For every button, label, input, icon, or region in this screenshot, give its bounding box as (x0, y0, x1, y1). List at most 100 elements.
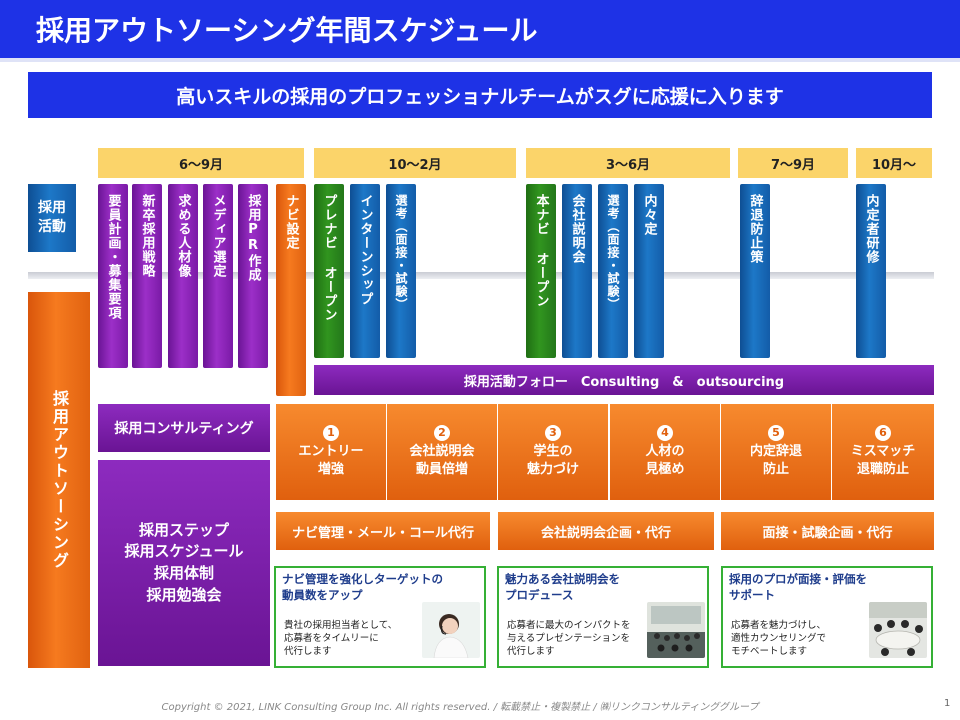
activity-label: 本ナビ オープン (533, 194, 549, 308)
activity-label: 要員計画・募集要項 (105, 194, 121, 320)
service-card: 魅力ある会社説明会を プロデュース 応募者に最大のインパクトを 与えるプレゼンテ… (497, 566, 709, 668)
page-number: 1 (944, 698, 951, 709)
activity-column: 求める人材像 (168, 184, 198, 368)
title-underline (0, 58, 960, 62)
row-label-outsourcing-text: 採用アウトソーシング (50, 390, 69, 570)
interview-photo (869, 602, 927, 658)
phase-box: 4 人材の 見極め (610, 404, 720, 500)
follow-bar: 採用活動フォロー Consulting & outsourcing (314, 365, 934, 395)
activity-column: 会社説明会 (562, 184, 592, 358)
card-title-line: サポート (729, 587, 775, 602)
activity-label: 辞退防止策 (747, 194, 763, 264)
phase-box: 3 学生の 魅力づけ (498, 404, 608, 500)
slide-title: 採用アウトソーシング年間スケジュール (36, 14, 538, 47)
title-bar (0, 0, 960, 58)
row-label-outsourcing: 採用アウトソーシング (28, 292, 90, 668)
service-bar: 面接・試験企画・代行 (721, 512, 934, 550)
card-body: 貴社の採用担当者として、 応募者をタイムリーに 代行します (284, 620, 397, 658)
period-mar-jun: 3～6月 (526, 148, 730, 178)
card-body-line: 与えるプレゼンテーションを (507, 632, 631, 644)
phase-label: 学生の (533, 444, 573, 460)
card-body-line: 応募者を魅力づけし、 (731, 620, 827, 631)
phase-number: 4 (657, 425, 673, 442)
activity-column: 要員計画・募集要項 (98, 184, 128, 368)
phase-label: 退職防止 (856, 462, 909, 477)
phase-label: ミスマッチ (850, 444, 916, 460)
phase-box: 2 会社説明会 動員倍増 (387, 404, 497, 500)
activity-column: 選考（面接・試験） (386, 184, 416, 358)
card-body: 応募者に最大のインパクトを 与えるプレゼンテーションを 代行します (507, 620, 631, 658)
card-title: 魅力ある会社説明会を プロデュース (505, 572, 620, 603)
service-card: ナビ管理を強化しターゲットの 動員数をアップ 貴社の採用担当者として、 応募者を… (274, 566, 486, 668)
card-title-line: プロデュース (505, 587, 574, 602)
card-title-line: 動員数をアップ (282, 587, 363, 602)
phase-number: 1 (323, 425, 339, 442)
phase-number: 2 (434, 425, 450, 442)
period-oct-feb: 10～2月 (314, 148, 516, 178)
phase-label: 防止 (762, 462, 789, 477)
row-label-activity-line: 活動 (38, 219, 66, 235)
activity-column: 採用PR作成 (238, 184, 268, 368)
card-body-line: 貴社の採用担当者として、 (284, 620, 398, 631)
phase-label: 魅力づけ (526, 462, 579, 477)
steps-item: 採用体制 (153, 564, 214, 582)
activity-label: プレナビ オープン (321, 194, 337, 322)
phase-box: 6 ミスマッチ 退職防止 (832, 404, 934, 500)
activity-column: 本ナビ オープン (526, 184, 556, 358)
activity-label: 内々定 (641, 194, 657, 236)
phase-number: 5 (768, 425, 784, 442)
subtitle-text: 高いスキルの採用のプロフェッショナルチームがスグに応援に入ります (176, 85, 784, 108)
phase-label: 人材の (645, 444, 685, 460)
row-label-activity: 採用 活動 (28, 184, 76, 252)
activity-label: 選考（面接・試験） (394, 194, 408, 311)
activity-label: 新卒採用戦略 (139, 194, 155, 278)
row-label-activity-line: 採用 (38, 200, 66, 217)
activity-column: 辞退防止策 (740, 184, 770, 358)
activity-label: ナビ設定 (283, 194, 299, 250)
activity-label: 選考（面接・試験） (606, 194, 620, 311)
phase-label: 会社説明会 (409, 444, 475, 460)
steps-box: 採用ステップ 採用スケジュール 採用体制 採用勉強会 (98, 460, 270, 666)
phase-number: 3 (545, 425, 561, 442)
subtitle-banner: 高いスキルの採用のプロフェッショナルチームがスグに応援に入ります (28, 72, 932, 118)
phase-label: 内定辞退 (749, 444, 802, 460)
activity-label: 採用PR作成 (245, 194, 261, 282)
card-body-line: 適性カウンセリングで (731, 632, 827, 644)
activity-label: 会社説明会 (569, 194, 585, 264)
card-body-line: 代行します (507, 645, 555, 657)
phase-box: 1 エントリー 増強 (276, 404, 386, 500)
activity-label: インターンシップ (357, 194, 373, 306)
steps-item: 採用勉強会 (146, 585, 222, 604)
steps-item: 採用スケジュール (124, 542, 244, 561)
card-body-line: モチベートします (731, 645, 808, 657)
activity-label: 内定者研修 (863, 194, 879, 264)
timeline-axis (28, 272, 934, 279)
card-title-line: 採用のプロが面接・評価を (729, 572, 867, 586)
phase-label: エントリー (298, 444, 364, 460)
service-bar: ナビ管理・メール・コール代行 (276, 512, 490, 550)
activity-column: 新卒採用戦略 (132, 184, 162, 368)
service-bar: 会社説明会企画・代行 (498, 512, 714, 550)
operator-photo (422, 602, 480, 658)
service-card: 採用のプロが面接・評価を サポート 応募者を魅力づけし、 適性カウンセリングで … (721, 566, 933, 668)
activity-column: ナビ設定 (276, 184, 306, 396)
phase-box: 5 内定辞退 防止 (721, 404, 831, 500)
card-title-line: 魅力ある会社説明会を (505, 572, 620, 586)
card-title-line: ナビ管理を強化しターゲットの (282, 572, 443, 586)
activity-column: 選考（面接・試験） (598, 184, 628, 358)
activity-column: 内々定 (634, 184, 664, 358)
card-body-line: 応募者に最大のインパクトを (507, 620, 631, 631)
period-oct-onward: 10月～ (856, 148, 932, 178)
period-jun-sep: 6～9月 (98, 148, 304, 178)
card-body-line: 代行します (284, 645, 332, 657)
activity-column: インターンシップ (350, 184, 380, 358)
card-body: 応募者を魅力づけし、 適性カウンセリングで モチベートします (731, 620, 826, 658)
activity-label: 求める人材像 (175, 194, 191, 278)
card-title: 採用のプロが面接・評価を サポート (729, 572, 867, 603)
card-title: ナビ管理を強化しターゲットの 動員数をアップ (282, 572, 443, 603)
activity-column: 内定者研修 (856, 184, 886, 358)
card-body-line: 応募者をタイムリーに (284, 632, 379, 644)
activity-column: プレナビ オープン (314, 184, 344, 358)
phase-number: 6 (875, 425, 891, 442)
period-jul-sep: 7～9月 (738, 148, 848, 178)
